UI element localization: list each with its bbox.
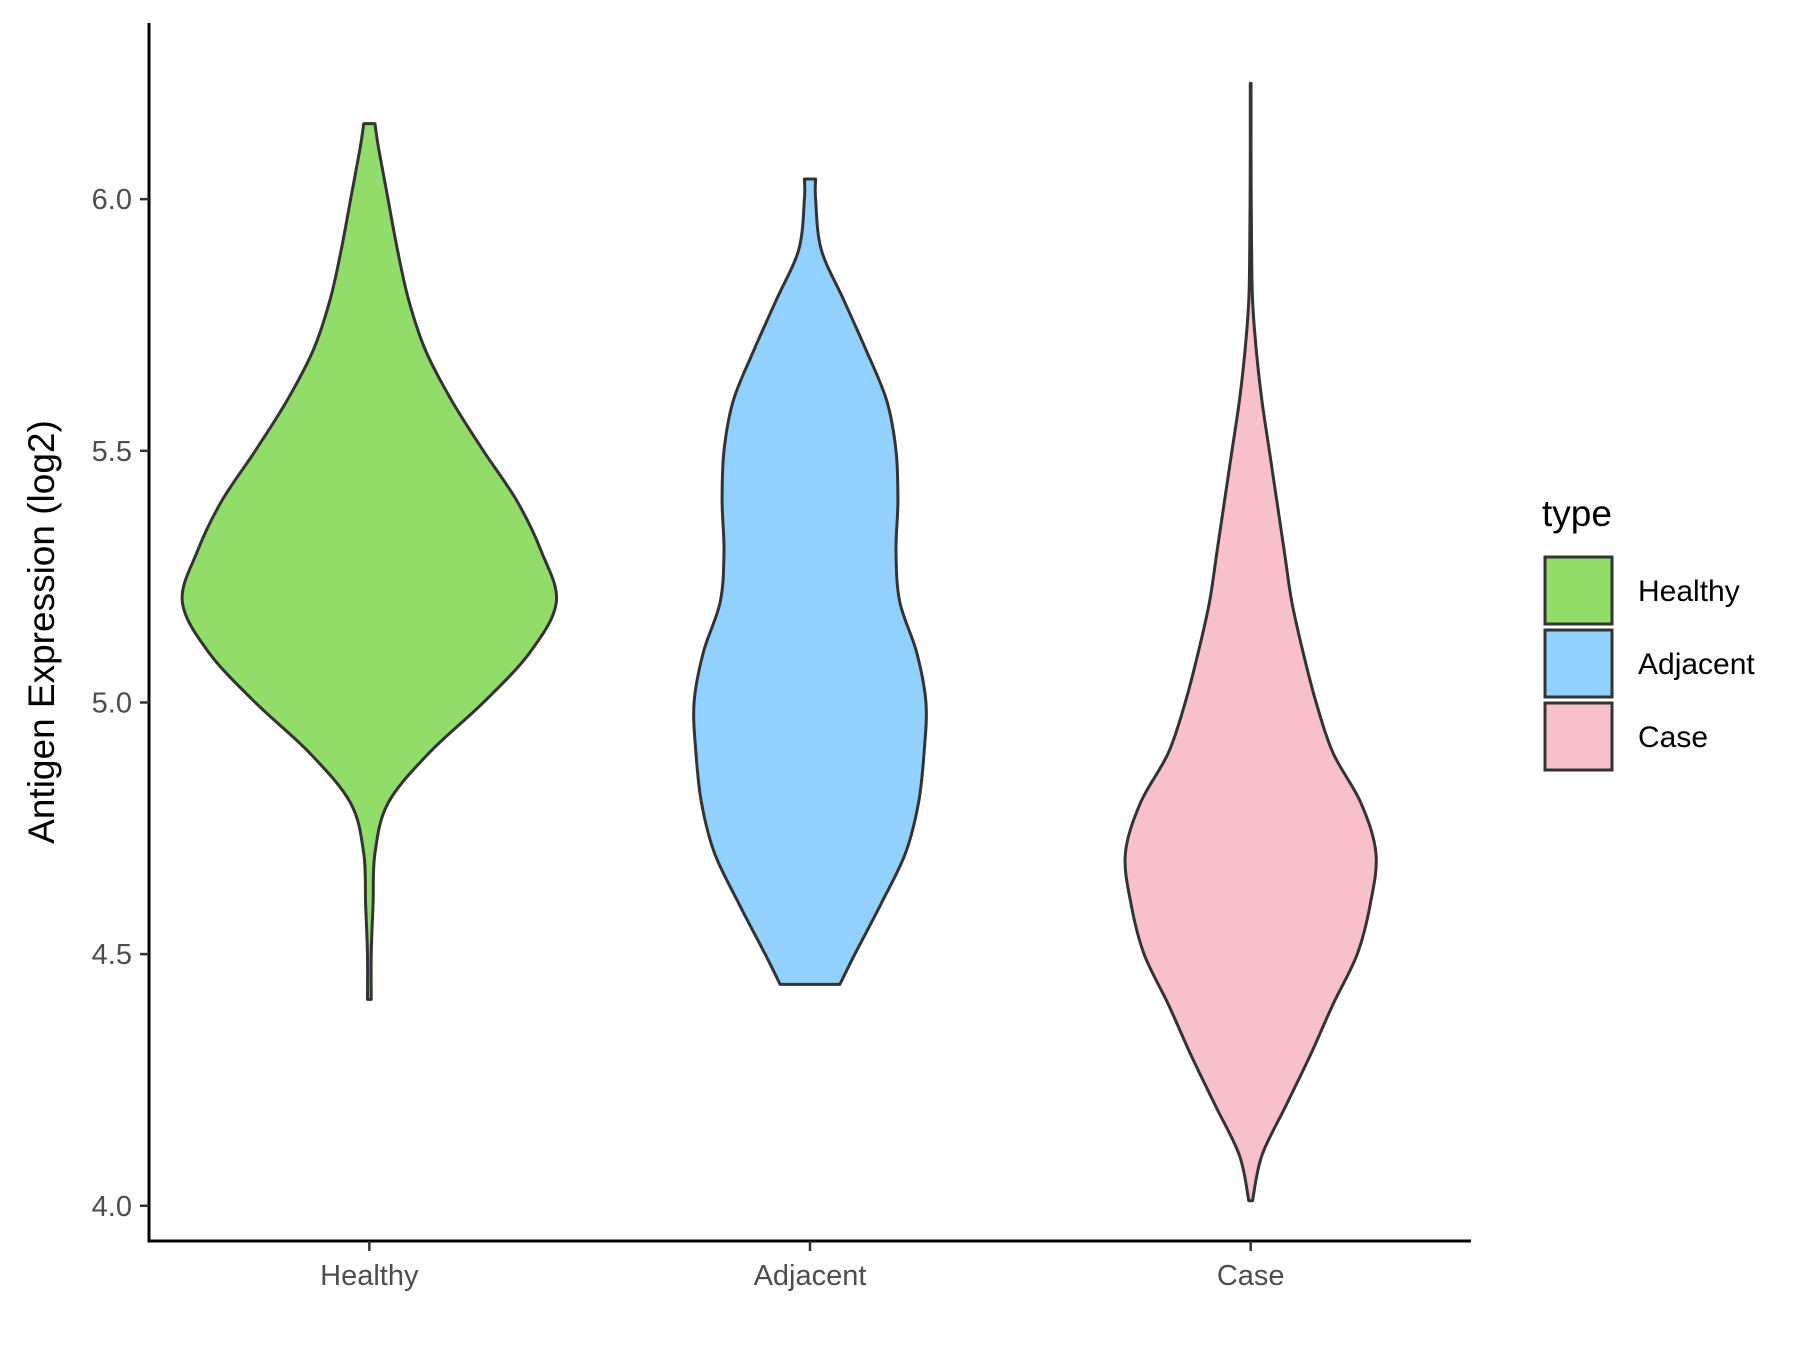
legend-swatch-healthy xyxy=(1543,555,1614,626)
legend-entries: Healthy Adjacent Case xyxy=(1543,555,1755,772)
x-ticks: Healthy Adjacent Case xyxy=(320,1241,1285,1292)
x-tick-label-healthy: Healthy xyxy=(320,1260,419,1292)
legend-label-adjacent: Adjacent xyxy=(1638,648,1755,681)
y-tick-label: 5.5 xyxy=(92,436,132,468)
legend: type Healthy Adjacent Case xyxy=(1542,493,1755,772)
x-tick-label-case: Case xyxy=(1217,1260,1285,1292)
axes: 4.0 4.5 5.0 5.5 6.0 Healthy Adjacent Case Anti… xyxy=(21,23,1471,1292)
y-axis-title: Antigen Expression (log2) xyxy=(21,420,62,844)
y-tick-label: 4.5 xyxy=(92,939,132,971)
y-ticks: 4.0 4.5 5.0 5.5 6.0 xyxy=(92,184,149,1223)
legend-swatch-case xyxy=(1543,701,1614,772)
y-tick-label: 6.0 xyxy=(92,184,132,216)
y-tick-label: 5.0 xyxy=(92,687,132,719)
legend-swatch-adjacent xyxy=(1543,628,1614,699)
legend-title: type xyxy=(1542,493,1612,534)
violin-case xyxy=(1123,81,1378,1203)
legend-label-healthy: Healthy xyxy=(1638,575,1740,608)
violins xyxy=(180,81,1378,1203)
y-tick-label: 4.0 xyxy=(92,1191,132,1223)
violin-adjacent xyxy=(692,177,928,986)
violin-healthy xyxy=(180,122,558,1001)
legend-label-case: Case xyxy=(1638,721,1708,754)
x-tick-label-adjacent: Adjacent xyxy=(754,1260,867,1292)
